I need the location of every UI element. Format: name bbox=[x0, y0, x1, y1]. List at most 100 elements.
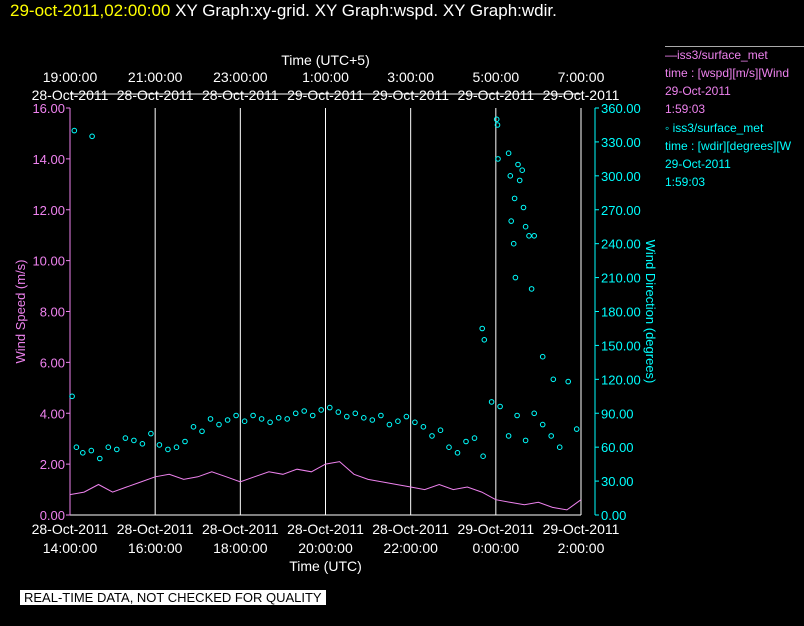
y-right-tick-label: 240.00 bbox=[601, 237, 641, 252]
top-tick-date: 29-Oct-2011 bbox=[287, 87, 364, 103]
top-tick-time: 7:00:00 bbox=[558, 69, 605, 85]
series-wdir_outliers-point bbox=[531, 233, 538, 239]
top-tick-time: 1:00:00 bbox=[302, 69, 349, 85]
series-wdir_outliers-point bbox=[493, 116, 500, 123]
series-wdir_outliers-point bbox=[508, 218, 515, 224]
y-left-tick-label: 0.00 bbox=[40, 508, 65, 523]
series-wdir-point bbox=[573, 426, 580, 432]
series-wdir_outliers-point bbox=[539, 353, 546, 360]
top-tick-time: 19:00:00 bbox=[43, 69, 98, 85]
y-left-axis-title: Wind Speed (m/s) bbox=[13, 259, 28, 363]
y-right-tick-label: 150.00 bbox=[601, 338, 641, 353]
series-wdir-point bbox=[463, 438, 469, 445]
legend-wspd-source: —iss3/surface_met bbox=[665, 48, 768, 62]
y-left-tick-label: 16.00 bbox=[32, 101, 65, 116]
legend-wdir-var: time : [wdir][degrees][W bbox=[665, 139, 792, 153]
series-wdir_outliers-point bbox=[512, 274, 519, 281]
bottom-tick-time: 18:00:00 bbox=[213, 540, 268, 556]
series-wdir-point bbox=[505, 433, 512, 439]
legend-wdir[interactable]: ◦ iss3/surface_met time : [wdir][degrees… bbox=[665, 119, 804, 191]
series-wdir-point bbox=[437, 427, 444, 434]
legend-wspd-time: 1:59:03 bbox=[665, 102, 706, 116]
bottom-tick-date: 29-Oct-2011 bbox=[457, 521, 534, 537]
top-tick-date: 29-Oct-2011 bbox=[372, 87, 449, 103]
series-wdir-point bbox=[352, 410, 359, 417]
series-wdir-point bbox=[386, 421, 393, 428]
bottom-tick-time: 2:00:00 bbox=[558, 540, 605, 556]
series-wdir-point bbox=[531, 410, 538, 417]
bottom-tick-time: 16:00:00 bbox=[128, 540, 183, 556]
series-wdir_outliers-point bbox=[515, 161, 521, 168]
y-left-tick-label: 8.00 bbox=[40, 305, 65, 320]
y-right-axis-title: Wind Direction (degrees) bbox=[643, 240, 658, 384]
series-wdir-point bbox=[207, 416, 214, 422]
bottom-tick-date: 28-Oct-2011 bbox=[372, 521, 449, 537]
y-right-tick-label: 30.00 bbox=[601, 474, 634, 489]
series-wdir-point bbox=[148, 430, 154, 437]
y-right-tick-label: 0.00 bbox=[601, 508, 626, 523]
series-wdir_outliers-point bbox=[71, 127, 78, 134]
series-wdir-point bbox=[233, 412, 239, 419]
y-right-tick-label: 330.00 bbox=[601, 135, 641, 150]
top-tick-time: 5:00:00 bbox=[472, 69, 519, 85]
series-wdir-point bbox=[284, 416, 291, 422]
series-wdir-point bbox=[548, 433, 555, 439]
y-left-tick-label: 14.00 bbox=[32, 152, 65, 167]
series-wdir_outliers-point bbox=[526, 233, 532, 239]
series-wdir_outliers-point bbox=[495, 156, 501, 162]
bottom-axis-title: Time (UTC) bbox=[289, 558, 362, 574]
legend-wspd[interactable]: —iss3/surface_met time : [wspd][m/s][Win… bbox=[665, 46, 804, 118]
series-wdir_outliers-point bbox=[505, 150, 512, 156]
series-wdir-point bbox=[429, 433, 435, 439]
legend-wdir-time: 1:59:03 bbox=[665, 175, 706, 189]
series-wdir_outliers-point bbox=[89, 133, 95, 140]
legend-wspd-var: time : [wspd][m/s][Wind bbox=[665, 66, 790, 80]
graph-list: XY Graph:xy-grid. XY Graph:wspd. XY Grap… bbox=[175, 1, 557, 20]
series-wdir-point bbox=[224, 417, 231, 423]
series-wdir-point bbox=[420, 424, 427, 430]
series-wdir-point bbox=[335, 409, 342, 415]
top-tick-time: 21:00:00 bbox=[128, 69, 183, 85]
series-wdir_outliers-point bbox=[520, 204, 527, 211]
y-right-tick-label: 210.00 bbox=[601, 271, 641, 286]
series-wdir-point bbox=[250, 412, 256, 419]
series-wdir-point bbox=[344, 413, 350, 420]
series-wdir-point bbox=[122, 435, 129, 441]
series-wdir_outliers-point bbox=[511, 195, 518, 202]
y-right-tick-label: 270.00 bbox=[601, 203, 641, 218]
y-right-tick-label: 300.00 bbox=[601, 169, 641, 184]
series-wdir_outliers-point bbox=[481, 337, 488, 343]
series-wdir-point bbox=[565, 378, 572, 385]
series-wdir-point bbox=[69, 393, 75, 400]
bottom-tick-time: 14:00:00 bbox=[43, 540, 98, 556]
series-wdir-point bbox=[395, 418, 401, 425]
series-wdir-point bbox=[190, 424, 197, 430]
series-wdir_outliers-point bbox=[479, 325, 486, 332]
series-wdir_outliers-point bbox=[550, 376, 557, 383]
y-left-tick-label: 10.00 bbox=[32, 254, 65, 269]
bottom-tick-date: 28-Oct-2011 bbox=[117, 521, 194, 537]
series-wdir_outliers-point bbox=[507, 173, 514, 179]
series-wdir-point bbox=[173, 444, 180, 451]
series-wdir-point bbox=[199, 428, 205, 435]
graph-title: 29-oct-2011,02:00:00 XY Graph:xy-grid. X… bbox=[10, 1, 557, 21]
series-wdir-point bbox=[156, 442, 163, 448]
bottom-tick-date: 29-Oct-2011 bbox=[543, 521, 620, 537]
series-wdir-point bbox=[301, 408, 308, 414]
series-wdir-point bbox=[318, 407, 325, 413]
y-right-tick-label: 120.00 bbox=[601, 372, 641, 387]
series-wdir-point bbox=[105, 444, 112, 451]
series-wdir_outliers-point bbox=[528, 286, 535, 292]
series-wdir-point bbox=[497, 403, 503, 410]
series-wdir-point bbox=[88, 447, 95, 454]
series-wdir_outliers-point bbox=[494, 122, 501, 128]
bottom-tick-time: 22:00:00 bbox=[383, 540, 438, 556]
series-wdir-point bbox=[309, 412, 316, 419]
series-wdir-point bbox=[327, 404, 333, 411]
y-right-tick-label: 60.00 bbox=[601, 440, 634, 455]
y-right-tick-label: 90.00 bbox=[601, 406, 634, 421]
series-wdir-point bbox=[73, 444, 80, 451]
series-wdir-point bbox=[275, 415, 282, 421]
bottom-tick-date: 28-Oct-2011 bbox=[287, 521, 364, 537]
